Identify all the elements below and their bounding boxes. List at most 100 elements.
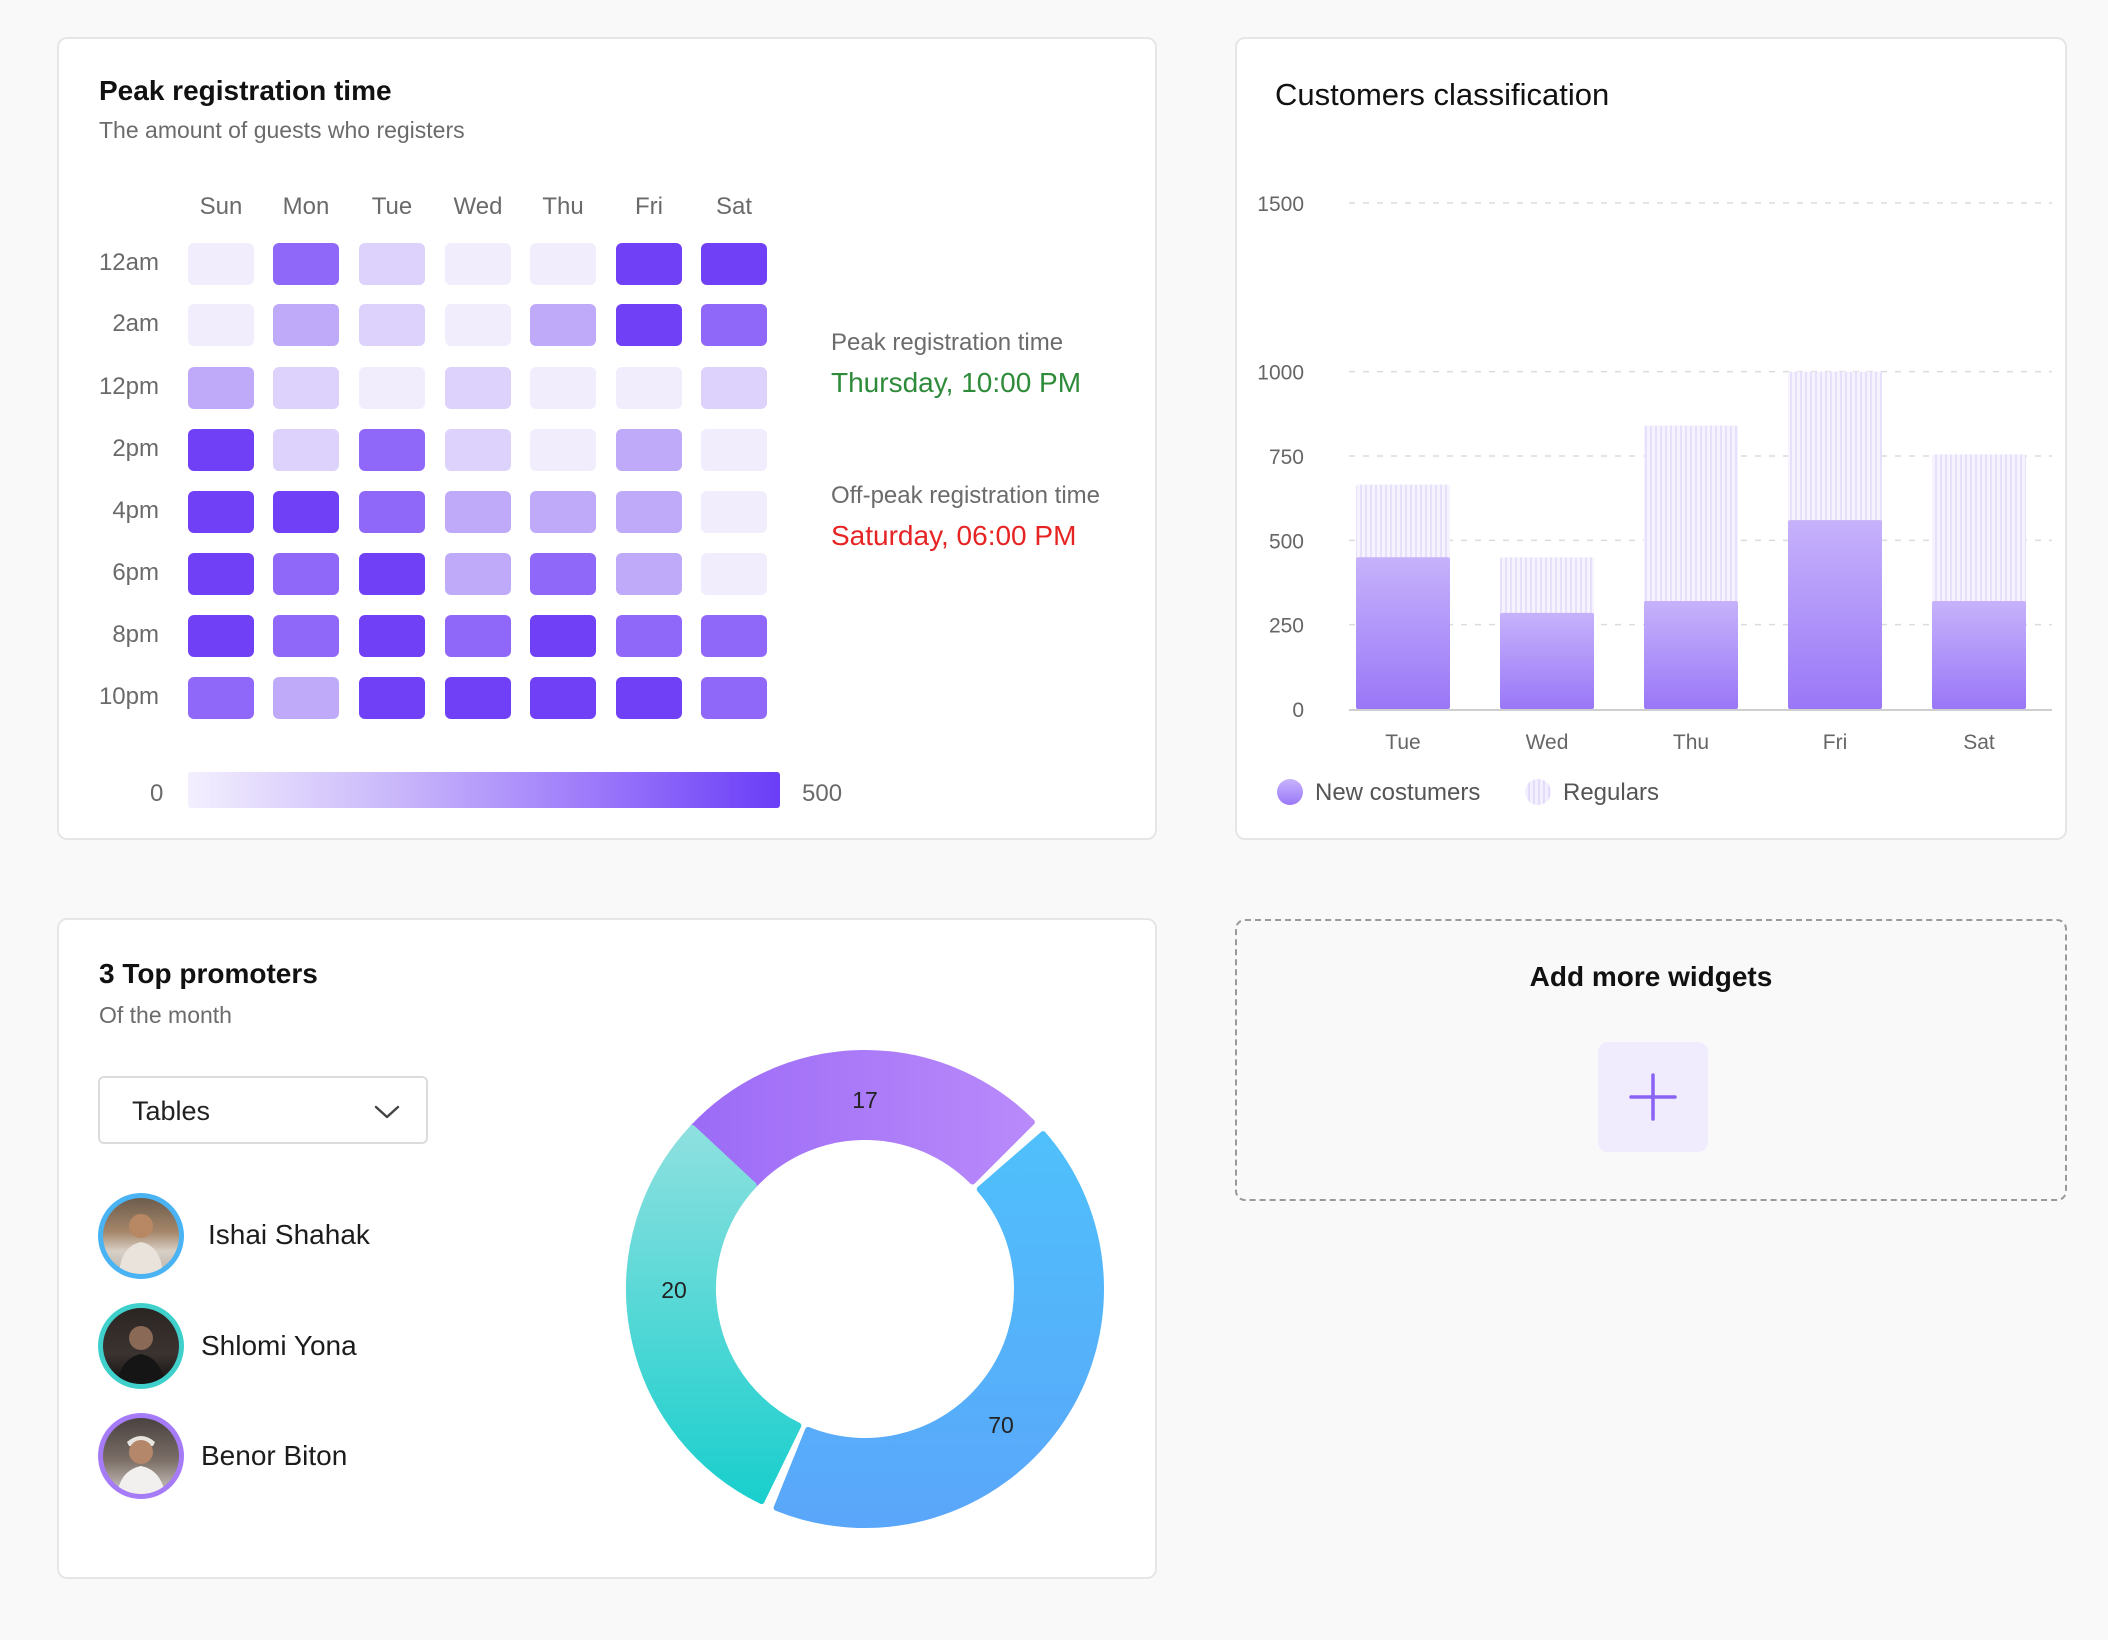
heatmap-cell[interactable] xyxy=(530,367,596,409)
heatmap-cell[interactable] xyxy=(359,615,425,657)
heatmap-cell[interactable] xyxy=(701,304,767,346)
heatmap-cell[interactable] xyxy=(445,367,511,409)
heatmap-cell[interactable] xyxy=(188,243,254,285)
heatmap-cell[interactable] xyxy=(445,429,511,471)
promoter-name[interactable]: Shlomi Yona xyxy=(201,1330,357,1361)
heatmap-cell[interactable] xyxy=(616,677,682,719)
heatmap-cell[interactable] xyxy=(530,615,596,657)
bar-new-customers xyxy=(1644,601,1738,709)
heatmap-day-label: Wed xyxy=(453,193,503,220)
heatmap-cell[interactable] xyxy=(616,304,682,346)
heatmap-cell[interactable] xyxy=(701,367,767,409)
peak-registration-card: Peak registration time The amount of gue… xyxy=(57,37,1157,840)
y-tick-label: 750 xyxy=(1269,446,1304,469)
heatmap-cell[interactable] xyxy=(188,367,254,409)
heatmap-cell[interactable] xyxy=(530,677,596,719)
add-widgets-title: Add more widgets xyxy=(1529,961,1773,992)
promoter-name[interactable]: Benor Biton xyxy=(201,1440,348,1471)
heatmap-cell[interactable] xyxy=(273,677,339,719)
heatmap-cell[interactable] xyxy=(445,243,511,285)
heatmap-cell[interactable] xyxy=(616,367,682,409)
bar-new-customers xyxy=(1356,557,1450,709)
heatmap-cell[interactable] xyxy=(530,304,596,346)
heatmap-cell[interactable] xyxy=(273,615,339,657)
dropdown-selected-value: Tables xyxy=(132,1096,211,1126)
promoters-donut-chart: 17 70 20 xyxy=(626,1050,1104,1528)
heatmap-cell[interactable] xyxy=(273,243,339,285)
heatmap-cell[interactable] xyxy=(273,429,339,471)
donut-segment-label: 70 xyxy=(988,1412,1014,1438)
heatmap-cell[interactable] xyxy=(530,491,596,533)
bar-new-customers xyxy=(1788,520,1882,709)
bar-new-customers xyxy=(1500,612,1594,709)
heatmap-cell[interactable] xyxy=(530,553,596,595)
heatmap-day-label: Sat xyxy=(715,193,753,220)
heatmap-cell[interactable] xyxy=(273,491,339,533)
heatmap-cell[interactable] xyxy=(188,553,254,595)
heatmap-cell[interactable] xyxy=(701,553,767,595)
heatmap-cell[interactable] xyxy=(359,491,425,533)
legend-regulars-swatch xyxy=(1525,779,1551,805)
heatmap-cell[interactable] xyxy=(701,243,767,285)
heatmap-subtitle: The amount of guests who registers xyxy=(99,117,465,143)
person-photo-icon xyxy=(103,1418,179,1494)
heatmap-cell[interactable] xyxy=(273,367,339,409)
heatmap-cell[interactable] xyxy=(359,304,425,346)
heatmap-cell[interactable] xyxy=(359,677,425,719)
heatmap-cell[interactable] xyxy=(701,615,767,657)
heatmap-cell[interactable] xyxy=(359,553,425,595)
donut-segment xyxy=(773,1131,1104,1528)
heatmap-cell[interactable] xyxy=(530,429,596,471)
heatmap-cell[interactable] xyxy=(273,304,339,346)
add-widget-button[interactable] xyxy=(1598,1042,1708,1152)
promoter-name[interactable]: Ishai Shahak xyxy=(208,1219,370,1250)
heatmap-cell[interactable] xyxy=(445,553,511,595)
classification-title: Customers classification xyxy=(1275,77,1610,112)
heatmap-cell[interactable] xyxy=(616,491,682,533)
heatmap-cell[interactable] xyxy=(188,615,254,657)
heatmap-cell[interactable] xyxy=(445,615,511,657)
promoters-category-dropdown[interactable]: Tables xyxy=(98,1076,428,1144)
heatmap-cell[interactable] xyxy=(188,304,254,346)
y-tick-label: 250 xyxy=(1269,615,1304,638)
heatmap-cell[interactable] xyxy=(188,677,254,719)
y-tick-label: 500 xyxy=(1269,530,1304,553)
y-tick-label: 0 xyxy=(1292,699,1304,722)
heatmap-cell[interactable] xyxy=(616,615,682,657)
heatmap-cell[interactable] xyxy=(445,491,511,533)
heatmap-time-label: 4pm xyxy=(112,497,159,524)
promoters-title: 3 Top promoters xyxy=(99,958,318,989)
heatmap-cell[interactable] xyxy=(445,677,511,719)
heatmap-cell[interactable] xyxy=(616,243,682,285)
heatmap-cell[interactable] xyxy=(359,243,425,285)
heatmap-color-scale xyxy=(188,772,780,808)
x-tick-label: Fri xyxy=(1823,731,1848,754)
heatmap-cell[interactable] xyxy=(530,243,596,285)
heatmap-cell[interactable] xyxy=(188,429,254,471)
heatmap-cell[interactable] xyxy=(359,429,425,471)
x-tick-label: Tue xyxy=(1385,731,1420,754)
promoter-avatar[interactable] xyxy=(98,1193,184,1279)
chevron-down-icon xyxy=(374,1105,400,1119)
donut-segment xyxy=(626,1125,802,1505)
heatmap-cell[interactable] xyxy=(701,677,767,719)
person-photo-icon xyxy=(103,1308,179,1384)
heatmap-cell[interactable] xyxy=(701,491,767,533)
heatmap-cell[interactable] xyxy=(701,429,767,471)
promoter-avatar[interactable] xyxy=(98,1413,184,1499)
heatmap-cell[interactable] xyxy=(188,491,254,533)
promoter-avatar[interactable] xyxy=(98,1303,184,1389)
heatmap-cell[interactable] xyxy=(616,553,682,595)
heatmap-scale-max: 500 xyxy=(802,780,843,807)
heatmap-cell[interactable] xyxy=(273,553,339,595)
offpeak-time-label: Off-peak registration time xyxy=(831,482,1101,509)
y-tick-label: 1000 xyxy=(1257,362,1304,385)
donut-segment-label: 20 xyxy=(661,1277,687,1303)
heatmap-cell[interactable] xyxy=(616,429,682,471)
x-tick-label: Thu xyxy=(1673,731,1709,754)
top-promoters-card: 3 Top promoters Of the month 17 70 20 xyxy=(57,918,1157,1579)
heatmap-time-label: 2am xyxy=(112,310,159,337)
person-photo-icon xyxy=(103,1198,179,1274)
heatmap-cell[interactable] xyxy=(359,367,425,409)
heatmap-cell[interactable] xyxy=(445,304,511,346)
